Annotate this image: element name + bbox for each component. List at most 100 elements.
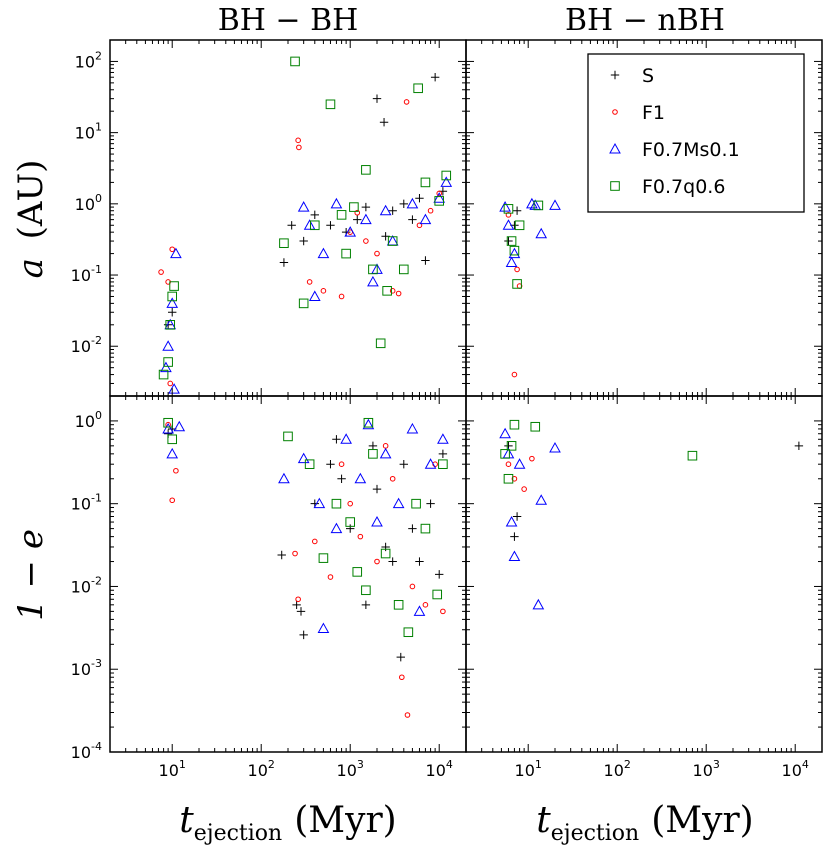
x-tick-label: 101 — [159, 758, 186, 780]
data-point-bhbh-top-f1 — [436, 190, 443, 197]
data-point-bhbh-bottom-f07q06 — [304, 459, 315, 469]
data-point-bhbh-bottom-f1 — [422, 602, 429, 608]
data-point-bhbh-bottom-s — [299, 630, 308, 640]
data-point-bhbh-bottom-f07q06 — [331, 498, 342, 509]
xlabel-right-unit: (Myr) — [651, 800, 754, 841]
data-point-bhbh-top-f07q06 — [309, 220, 320, 231]
data-point-bhbh-top-s — [353, 215, 362, 224]
x-tick-label: 103 — [337, 758, 364, 780]
data-point-bhbh-bottom-f07q06 — [438, 459, 448, 469]
data-point-bhbh-bottom-s — [415, 557, 424, 566]
data-point-bhbh-bottom-f07q06 — [163, 417, 173, 428]
data-point-bhnbh-top-f07ms01 — [505, 256, 518, 267]
data-point-bhbh-bottom-s — [326, 459, 335, 469]
data-point-bhbh-top-f07ms01 — [367, 275, 379, 287]
xlabel-left: tejection (Myr) — [179, 800, 396, 846]
data-point-bhbh-top-f1 — [306, 279, 313, 285]
data-point-bhbh-bottom-f1 — [169, 497, 176, 504]
x-tick-label: 103 — [693, 758, 720, 780]
legend-label-s: S — [642, 65, 654, 87]
data-point-bhbh-top-f07q06 — [158, 369, 169, 380]
data-point-bhbh-top-f1 — [427, 207, 434, 214]
data-point-bhbh-bottom-f07ms01 — [166, 447, 179, 459]
data-point-bhbh-top-f07q06 — [375, 338, 386, 349]
xlabel-left-sub: ejection — [194, 821, 282, 846]
data-point-bhbh-top-s — [361, 202, 371, 212]
data-point-bhbh-top-f1 — [416, 222, 423, 229]
x-tick-label: 102 — [248, 758, 275, 780]
data-point-bhbh-bottom-f07ms01 — [317, 622, 330, 634]
data-point-bhbh-top-f07q06 — [387, 236, 398, 246]
y-tick-label: 102 — [75, 49, 102, 71]
data-point-bhbh-top-s — [163, 320, 173, 329]
legend-marker-s — [610, 70, 620, 80]
data-point-bhbh-top-f07q06 — [382, 286, 392, 296]
data-point-bhbh-top-f1 — [403, 99, 410, 105]
ylabel-top: a (AU) — [11, 160, 51, 279]
data-point-bhbh-bottom-s — [399, 459, 408, 469]
data-point-bhbh-top-f07ms01 — [317, 247, 330, 259]
legend: S F1 F0.7Ms0.1 F0.7q0.6 — [587, 53, 805, 213]
data-point-bhnbh-bottom-f1 — [505, 461, 512, 467]
data-point-bhbh-top-f07q06 — [165, 320, 176, 330]
data-point-bhbh-top-f07ms01 — [379, 204, 392, 216]
data-point-bhbh-bottom-s — [337, 474, 346, 483]
y-tick-label: 10-2 — [71, 334, 102, 356]
data-point-bhbh-bottom-s — [332, 435, 341, 444]
data-point-bhbh-top-f07ms01 — [440, 176, 453, 187]
data-point-bhbh-top-f1 — [389, 288, 396, 294]
data-point-bhbh-top-f1 — [395, 290, 402, 297]
data-point-bhbh-top-f1 — [338, 293, 345, 300]
data-point-bhbh-top-f07ms01 — [433, 192, 446, 203]
data-point-bhbh-bottom-f07q06 — [420, 523, 431, 534]
data-point-bhnbh-top-s — [504, 236, 513, 246]
data-point-bhnbh-bottom-f07q06 — [503, 473, 514, 484]
data-point-bhnbh-top-f07ms01 — [549, 199, 561, 210]
data-point-bhbh-top-f07q06 — [434, 196, 445, 206]
data-point-bhnbh-top-f07q06 — [512, 279, 522, 289]
data-point-bhbh-bottom-f1 — [409, 583, 416, 590]
xlabel-right: tejection (Myr) — [536, 800, 753, 846]
data-point-bhbh-bottom-s — [438, 449, 448, 459]
data-point-bhnbh-bottom-f07ms01 — [508, 550, 521, 562]
data-point-bhbh-top-s — [430, 73, 440, 82]
data-point-bhbh-bottom-f07ms01 — [362, 418, 375, 430]
data-point-bhbh-top-f07q06 — [169, 281, 179, 291]
data-point-bhbh-top-f07ms01 — [360, 213, 372, 225]
data-point-bhnbh-top-f07q06 — [506, 236, 517, 246]
data-point-bhbh-bottom-f1 — [311, 538, 318, 545]
data-point-bhbh-bottom-s — [435, 570, 444, 579]
data-point-bhnbh-top-f1 — [505, 212, 512, 218]
data-point-bhbh-bottom-f07q06 — [361, 585, 371, 596]
data-point-bhnbh-top-f07q06 — [503, 204, 514, 214]
data-point-bhbh-top-s — [287, 221, 296, 230]
data-point-bhbh-bottom-f07ms01 — [424, 458, 437, 469]
legend-box — [587, 53, 805, 213]
data-point-bhbh-bottom-f1 — [374, 558, 380, 565]
data-point-bhbh-top-f07q06 — [361, 165, 371, 175]
data-point-bhbh-top-f07q06 — [167, 291, 178, 302]
data-point-bhbh-top-s — [168, 308, 177, 317]
data-point-bhbh-bottom-f07q06 — [368, 449, 378, 459]
data-point-bhbh-bottom-f1 — [399, 674, 405, 681]
data-point-bhbh-bottom-f07ms01 — [162, 422, 174, 434]
data-point-bhnbh-top-f07ms01 — [508, 247, 521, 259]
x-tick-label: 102 — [604, 758, 631, 780]
data-point-bhbh-bottom-s — [292, 600, 301, 610]
data-point-bhbh-top-f07ms01 — [297, 201, 310, 212]
data-point-bhbh-top-s — [388, 206, 397, 215]
y-tick-label: 100 — [75, 409, 102, 431]
data-point-bhnbh-bottom-s — [510, 532, 519, 541]
y-tick-label: 10-4 — [71, 740, 102, 762]
data-point-bhnbh-bottom-f07ms01 — [532, 598, 545, 610]
data-point-bhnbh-top-f07ms01 — [535, 227, 548, 239]
data-point-bhbh-bottom-f07q06 — [345, 517, 356, 527]
ylabel-top-var: a — [11, 258, 51, 278]
data-point-bhbh-bottom-f07q06 — [432, 589, 443, 600]
x-tick-label: 101 — [515, 758, 542, 780]
data-point-bhnbh-top-f07q06 — [509, 245, 520, 256]
data-point-bhbh-bottom-s — [296, 607, 306, 616]
data-point-bhbh-top-f1 — [363, 238, 369, 244]
legend-marker-f07q06 — [610, 181, 620, 191]
legend-marker-f07ms01 — [609, 142, 621, 154]
